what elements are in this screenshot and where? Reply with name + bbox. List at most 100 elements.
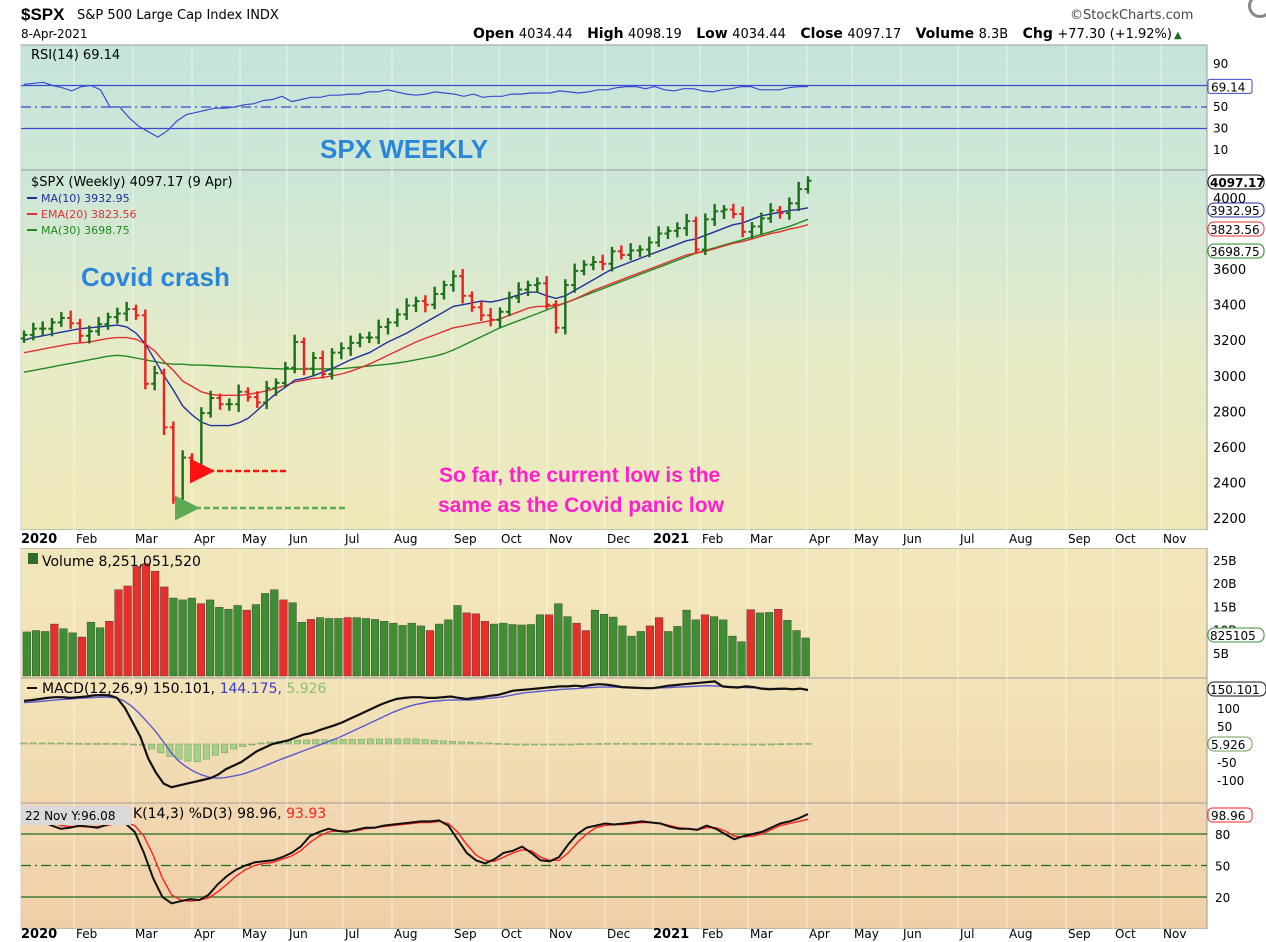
ma30-line [23, 218, 809, 373]
volume-bar [444, 619, 453, 677]
volume-bar [77, 636, 86, 677]
macd-histogram-bar [412, 738, 420, 745]
price-tick: 2800 [1213, 405, 1246, 420]
macd-histogram-bar [29, 742, 37, 745]
macd-histogram-bar [202, 743, 210, 760]
volume-bar [233, 605, 242, 677]
month-label: Jun [288, 532, 308, 546]
volume-bar [728, 635, 737, 677]
volume-last-label: 825105 [1210, 629, 1256, 643]
price-last-box [1207, 174, 1265, 190]
month-label: Feb [702, 927, 723, 941]
macd-histogram-bar [421, 739, 429, 745]
volume-tick: 25B [1213, 554, 1237, 568]
macd-histogram-bar [686, 743, 693, 745]
chart-date: 8-Apr-2021 [21, 27, 88, 41]
macd-histogram-bar [20, 742, 28, 745]
macd-last-label: 150.101 [1210, 683, 1260, 697]
volume-bar [545, 614, 554, 677]
month-label: Mar [750, 532, 773, 546]
macd-histogram-bar [722, 743, 730, 746]
volume-bar [242, 609, 251, 677]
macd-histogram-bar [585, 743, 593, 745]
price-legend-1: MA(10) 3932.95 [41, 192, 130, 205]
rsi-title: RSI(14) 69.14 [31, 48, 120, 63]
volume-bar [105, 621, 114, 677]
macd-histogram-bar [257, 742, 265, 745]
volume-tick: 15B [1213, 600, 1237, 614]
macd-histogram-bar [576, 743, 584, 745]
price-last-label: 3698.75 [1210, 245, 1260, 259]
macd-histogram-bar [704, 743, 712, 745]
note-line-2: same as the Covid panic low [438, 494, 725, 517]
macd-histogram-bar [631, 742, 639, 745]
macd-histogram-bar [248, 743, 256, 746]
month-label: Aug [394, 927, 417, 941]
covid-annotation: Covid crash [81, 262, 230, 292]
month-label: Jul [344, 532, 359, 546]
rsi-last-box [1207, 78, 1253, 94]
macd-histogram-bar [357, 738, 365, 745]
volume-panel: 25B20B15B10B5B825105Volume 8,251,051,520 [22, 553, 1265, 677]
volume-bar [554, 603, 563, 677]
month-label: Aug [1009, 927, 1032, 941]
month-label: May [854, 927, 879, 941]
month-label: Nov [549, 927, 572, 941]
month-label: Oct [501, 532, 522, 546]
tooltip-text: 22 Nov Y:96.08 [25, 809, 115, 823]
macd-histogram-bar [38, 742, 46, 745]
month-label: Dec [607, 927, 630, 941]
settings-icon[interactable] [1248, 0, 1266, 18]
month-label: 2020 [21, 927, 57, 942]
volume-last-box [1207, 627, 1265, 643]
volume-bar [96, 627, 105, 677]
rsi-tick: 50 [1213, 100, 1228, 114]
price-last-label: 3823.56 [1210, 223, 1260, 237]
month-label: Jul [959, 927, 974, 941]
volume-bar [389, 622, 398, 677]
volume-bar [141, 563, 151, 677]
volume-bar [334, 618, 343, 677]
macd-histogram-bar [449, 740, 456, 745]
volume-bar [682, 609, 691, 677]
month-label: Jul [344, 927, 359, 941]
stoch-d-line [24, 818, 809, 902]
volume-bar [764, 612, 774, 677]
month-label: 2020 [21, 532, 57, 547]
macd-tick: 100 [1217, 702, 1240, 716]
month-label: Oct [1115, 927, 1136, 941]
macd-histogram-bar [521, 743, 529, 746]
macd-histogram-bar [658, 742, 666, 745]
volume-bar [664, 631, 673, 677]
volume-bar [572, 622, 581, 677]
macd-histogram-bar [102, 743, 110, 745]
stoch-k-line [23, 813, 809, 905]
macd-histogram-bar [75, 742, 83, 745]
macd-histogram-bar [175, 743, 183, 760]
price-tick: 3200 [1213, 334, 1246, 349]
volume-bar [407, 622, 416, 677]
volume-bar [270, 589, 279, 677]
volume-bar [600, 614, 609, 677]
month-gridlines [20, 45, 1162, 929]
macd-histogram-bar [512, 743, 520, 746]
macd-histogram-bar [184, 743, 192, 762]
price-tick: 3400 [1213, 299, 1246, 314]
volume-bar [215, 607, 224, 677]
volume-bar [50, 623, 59, 677]
macd-histogram-bar [230, 743, 238, 750]
price-legend-3: MA(30) 3698.75 [41, 224, 130, 237]
volume-bar [316, 617, 325, 677]
stoch-last-box [1207, 807, 1253, 823]
macd-tick: -100 [1217, 774, 1244, 788]
volume-bar [471, 613, 480, 677]
macd-signal-value: 144.175, [220, 681, 287, 697]
volume-bar [132, 566, 141, 677]
month-label: Apr [194, 532, 215, 546]
volume-bar [361, 618, 370, 677]
rsi-line [23, 81, 808, 138]
volume-bar [627, 635, 636, 677]
price-tick: 3600 [1213, 263, 1246, 278]
macd-histogram-bar [494, 743, 502, 745]
stoch-d-value: 93.93 [286, 806, 326, 822]
